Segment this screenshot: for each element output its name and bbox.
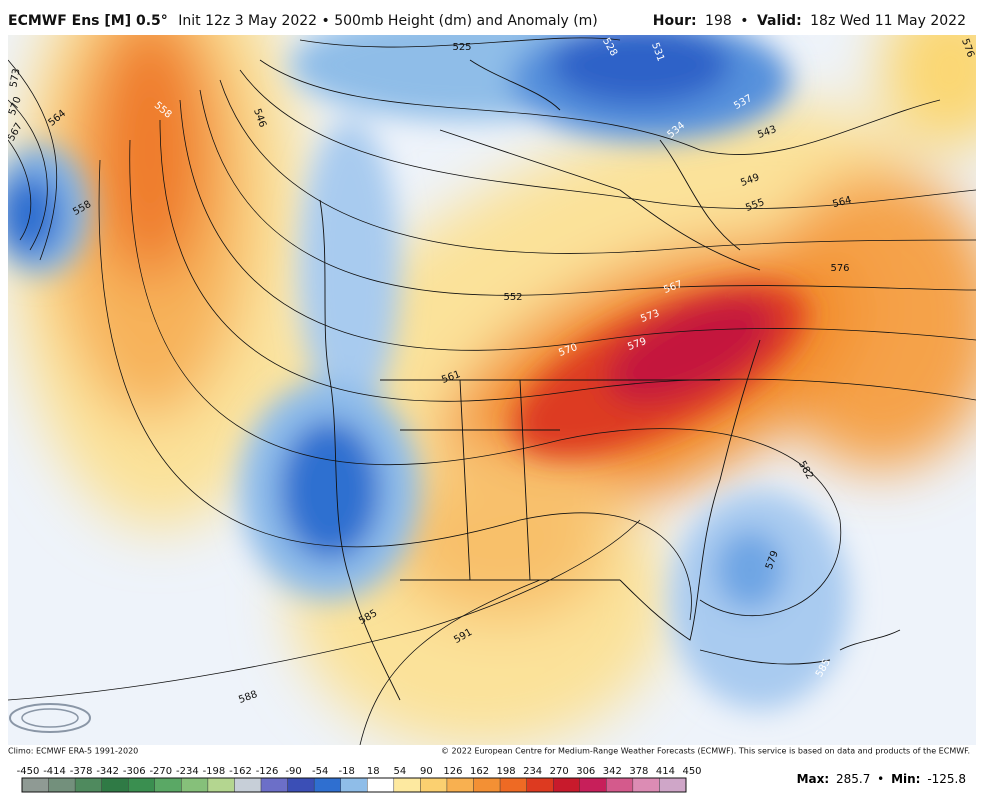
colorbar-tick-label: -198 bbox=[203, 766, 226, 777]
min-label: Min: bbox=[891, 772, 920, 786]
colorbar-swatch bbox=[632, 777, 660, 793]
colorbar-tick-label: 126 bbox=[443, 766, 462, 777]
stats: Max: 285.7 • Min: -125.8 bbox=[797, 772, 966, 786]
coastlines-borders bbox=[319, 59, 901, 701]
colorbar-swatch bbox=[234, 777, 262, 793]
colorbar-swatch bbox=[367, 777, 395, 793]
separator: • bbox=[877, 772, 884, 786]
colorbar-tick-label: 306 bbox=[576, 766, 595, 777]
colorbar-tick-label: -414 bbox=[43, 766, 66, 777]
colorbar-swatch bbox=[420, 777, 448, 793]
colorbar-tick-label: 378 bbox=[629, 766, 648, 777]
contour-label: 573 bbox=[8, 68, 22, 89]
colorbar-tick-label: 198 bbox=[497, 766, 516, 777]
hour-label: Hour: bbox=[653, 13, 697, 29]
max-label: Max: bbox=[797, 772, 830, 786]
colorbar-tick-label: 18 bbox=[367, 766, 380, 777]
colorbar-swatch bbox=[48, 777, 76, 793]
colorbar-tick-label: -234 bbox=[176, 766, 199, 777]
contour-label: 576 bbox=[830, 263, 849, 274]
valid-label: Valid: bbox=[757, 13, 802, 29]
colorbar-tick-label: 90 bbox=[420, 766, 433, 777]
min-value: -125.8 bbox=[927, 772, 966, 786]
colorbar-swatch bbox=[287, 777, 315, 793]
colorbar-swatch bbox=[446, 777, 474, 793]
colorbar-swatch bbox=[154, 777, 182, 793]
colorbar-tick-label: 270 bbox=[550, 766, 569, 777]
max-value: 285.7 bbox=[836, 772, 870, 786]
colorbar-swatch bbox=[606, 777, 634, 793]
colorbar-swatch bbox=[74, 777, 102, 793]
colorbar-swatch bbox=[499, 777, 527, 793]
colorbar-tick-label: -342 bbox=[96, 766, 119, 777]
colorbar-tick-label: 54 bbox=[393, 766, 406, 777]
climo-note: Climo: ECMWF ERA-5 1991-2020 bbox=[8, 747, 138, 756]
colorbar-tick-label: -90 bbox=[285, 766, 301, 777]
colorbar-swatch bbox=[181, 777, 209, 793]
colorbar-swatch bbox=[659, 777, 687, 793]
colorbar-swatch bbox=[128, 777, 156, 793]
colorbar-tick-label: -54 bbox=[312, 766, 328, 777]
colorbar-swatch bbox=[313, 777, 341, 793]
logo bbox=[9, 703, 91, 733]
contour-label: 564 bbox=[831, 195, 852, 211]
colorbar-swatch bbox=[473, 777, 501, 793]
colorbar-tick-label: -306 bbox=[123, 766, 146, 777]
contour-label: 525 bbox=[452, 42, 471, 53]
colorbar-swatch bbox=[526, 777, 554, 793]
colorbar-swatch bbox=[553, 777, 580, 793]
valid-value: 18z Wed 11 May 2022 bbox=[810, 13, 966, 29]
colorbar-swatch bbox=[21, 777, 49, 793]
colorbar-swatch bbox=[260, 777, 288, 793]
colorbar-swatch bbox=[207, 777, 235, 793]
init-info: Init 12z 3 May 2022 • 500mb Height (dm) … bbox=[178, 13, 598, 29]
colorbar-tick-label: -162 bbox=[229, 766, 252, 777]
contour-label: 552 bbox=[503, 292, 522, 303]
header-left: ECMWF Ens [M] 0.5° Init 12z 3 May 2022 •… bbox=[8, 13, 598, 29]
colorbar-tick-label: 414 bbox=[656, 766, 675, 777]
copyright: © 2022 European Centre for Medium-Range … bbox=[441, 747, 970, 756]
colorbar-swatch bbox=[579, 777, 607, 793]
model-name: ECMWF Ens [M] 0.5° bbox=[8, 13, 168, 29]
colorbar-tick-label: 162 bbox=[470, 766, 489, 777]
colorbar-frame bbox=[21, 777, 687, 793]
colorbar-tick-label: -378 bbox=[70, 766, 93, 777]
separator: • bbox=[740, 13, 748, 29]
colorbar-swatch bbox=[393, 777, 421, 793]
header-right: Hour: 198 • Valid: 18z Wed 11 May 2022 bbox=[653, 13, 966, 29]
colorbar-tick-label: 234 bbox=[523, 766, 542, 777]
colorbar-tick-label: -450 bbox=[17, 766, 40, 777]
anomaly-core bbox=[8, 35, 850, 710]
colorbar-swatch bbox=[340, 777, 368, 793]
colorbar-tick-label: 342 bbox=[603, 766, 622, 777]
colorbar-tick-label: -126 bbox=[256, 766, 279, 777]
colorbar-swatch bbox=[101, 777, 129, 793]
hour-value: 198 bbox=[705, 13, 732, 29]
colorbar-tick-label: -270 bbox=[149, 766, 172, 777]
colorbar-tick-label: -18 bbox=[339, 766, 355, 777]
colorbar-tick-label: 450 bbox=[682, 766, 701, 777]
colorbar: -450 -414 -378 -342 -306 -270 -234 -198 -162 -126… bbox=[17, 766, 702, 793]
